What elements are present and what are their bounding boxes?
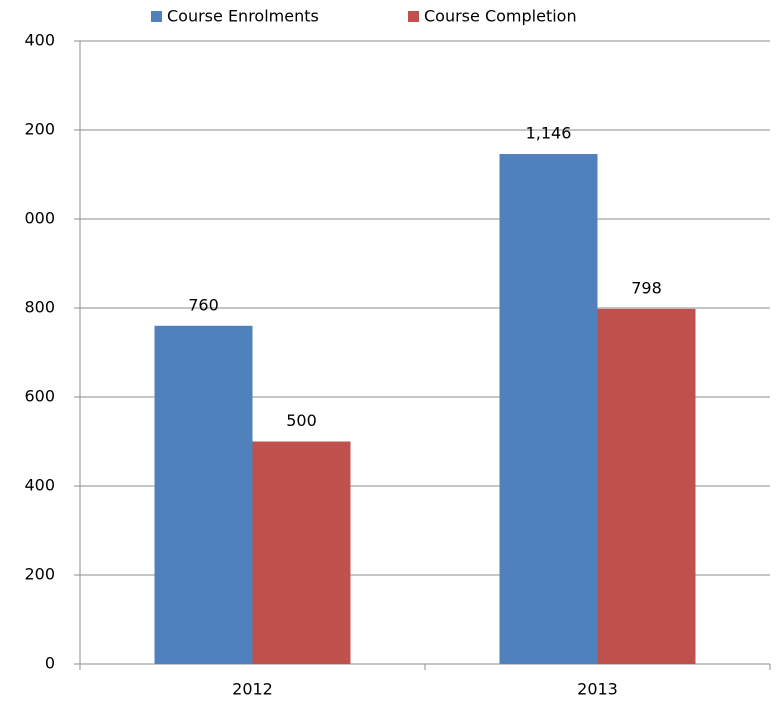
bar <box>597 308 696 664</box>
legend-label: Course Completion <box>424 7 577 26</box>
data-label: 760 <box>188 295 219 314</box>
data-label: 500 <box>286 411 317 430</box>
y-tick-label: 200 <box>24 565 55 584</box>
y-tick-label: 400 <box>24 31 55 50</box>
y-tick-label: 0 <box>45 654 55 673</box>
y-tick-label: 400 <box>24 476 55 495</box>
x-tick-label: 2013 <box>577 680 618 699</box>
legend-swatch <box>408 11 419 22</box>
y-tick-label: 200 <box>24 120 55 139</box>
x-tick-label: 2012 <box>232 680 273 699</box>
legend-label: Course Enrolments <box>167 7 319 26</box>
y-tick-label: 000 <box>24 209 55 228</box>
legend-swatch <box>151 11 162 22</box>
bar <box>252 441 351 664</box>
bar <box>154 325 253 664</box>
y-tick-label: 800 <box>24 298 55 317</box>
data-label: 798 <box>631 278 662 297</box>
bar <box>499 154 598 664</box>
data-label: 1,146 <box>526 124 572 143</box>
y-tick-label: 600 <box>24 387 55 406</box>
